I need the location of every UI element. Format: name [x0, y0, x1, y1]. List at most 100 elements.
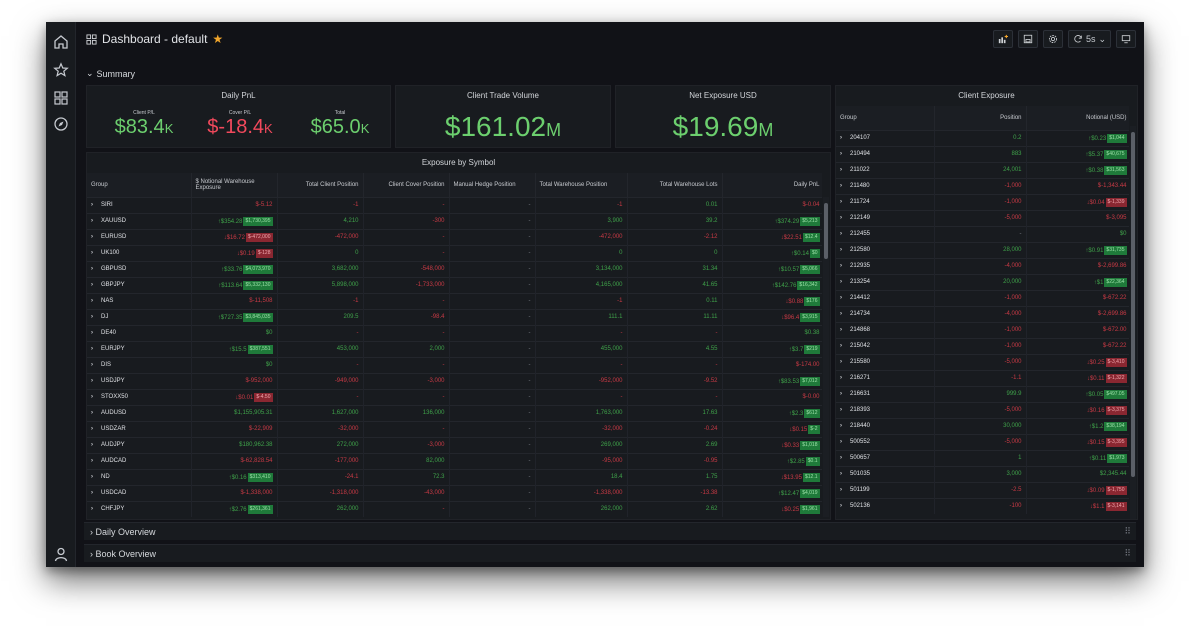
table-row[interactable]: › XAUUSD ↑$354.28 $1,730,395 4,210 -300-3,900…: [87, 212, 822, 229]
table-row[interactable]: › SIRI $-5.12 -1- - -1 0.01 $-0.04: [87, 196, 822, 213]
table-row[interactable]: › 214868 -1,000 $-672.00: [836, 321, 1129, 338]
row-group-cell[interactable]: › DIS: [87, 356, 192, 373]
expand-chevron-icon[interactable]: ›: [91, 250, 93, 256]
table-row[interactable]: › AUDUSD $1,155,905.31 1,627,000 136,000-1,7…: [87, 404, 822, 421]
add-panel-button[interactable]: [992, 30, 1013, 48]
table-row[interactable]: › USDZAR $-22,909 -32,000- - -32,000 -0.24 ↓$0.…: [87, 420, 822, 437]
column-header[interactable]: Client Cover Position: [363, 173, 450, 197]
column-header[interactable]: Daily PnL: [722, 173, 822, 197]
row-group-cell[interactable]: › 213254: [836, 273, 935, 290]
row-group-cell[interactable]: › ND: [87, 468, 192, 485]
row-group-cell[interactable]: › DE40: [87, 324, 192, 341]
row-group-cell[interactable]: › 212935: [836, 257, 935, 274]
column-header[interactable]: Notional (USD): [1026, 106, 1129, 130]
client-scrollbar[interactable]: [1130, 126, 1136, 519]
row-group-cell[interactable]: › 214868: [836, 321, 935, 338]
expand-chevron-icon[interactable]: ›: [91, 218, 93, 224]
expand-chevron-icon[interactable]: ›: [840, 151, 842, 157]
row-group-cell[interactable]: › 502136: [836, 497, 935, 514]
column-header[interactable]: Total Warehouse Lots: [627, 173, 723, 197]
expand-chevron-icon[interactable]: ›: [91, 378, 93, 384]
column-header[interactable]: Total Warehouse Position: [535, 173, 628, 197]
summary-row-header[interactable]: ⌄ Summary: [86, 68, 135, 79]
table-row[interactable]: › 212580 28,000 ↑$0.91 $31,735: [836, 241, 1129, 258]
row-group-cell[interactable]: › 218440: [836, 417, 935, 434]
table-row[interactable]: › 212149 -5,000 $-3,095: [836, 209, 1129, 226]
row-group-cell[interactable]: › 211480: [836, 177, 935, 194]
row-group-cell[interactable]: › STOXX50: [87, 388, 192, 405]
table-row[interactable]: › DE40 $0- - - - - $0.38: [87, 324, 822, 341]
row-group-cell[interactable]: › DJ: [87, 308, 192, 325]
expand-chevron-icon[interactable]: ›: [91, 330, 93, 336]
expand-chevron-icon[interactable]: ›: [91, 474, 93, 480]
table-row[interactable]: › 218440 30,000 ↑$1.2 $38,194: [836, 417, 1129, 434]
row-group-cell[interactable]: › AUDCAD: [87, 452, 192, 469]
expand-chevron-icon[interactable]: ›: [840, 455, 842, 461]
table-row[interactable]: › 500552 -5,000 ↓$0.15 $-3,395: [836, 433, 1129, 450]
table-row[interactable]: › 214734 -4,000 $-2,699.86: [836, 305, 1129, 322]
table-row[interactable]: › GBPUSD ↑$33.76 $4,073,970 3,682,000 -548,00…: [87, 260, 822, 277]
dashboards-icon[interactable]: [53, 90, 69, 106]
table-row[interactable]: › CHFJPY ↑$2.76 $261,361 262,000- -262,000 2.6…: [87, 500, 822, 517]
row-group-cell[interactable]: › 211724: [836, 193, 935, 210]
expand-chevron-icon[interactable]: ›: [91, 506, 93, 513]
table-row[interactable]: › DJ ↑$727.35 $3,845,035 209.5 -98.4-111.1 11.…: [87, 308, 822, 325]
table-row[interactable]: › 500657 1 ↑$0.11 $1,973: [836, 449, 1129, 466]
expand-chevron-icon[interactable]: ›: [840, 391, 842, 397]
expand-chevron-icon[interactable]: ›: [91, 426, 93, 432]
row-group-cell[interactable]: › 210494: [836, 145, 935, 162]
expand-chevron-icon[interactable]: ›: [840, 407, 842, 413]
table-row[interactable]: › UK100 ↓$0.19 $-128 0- -0 0 ↑$0.14 $0: [87, 244, 822, 261]
drag-handle-icon[interactable]: ⠿: [1124, 548, 1131, 558]
expand-chevron-icon[interactable]: ›: [840, 343, 842, 349]
row-group-cell[interactable]: › 211022: [836, 161, 935, 178]
expand-chevron-icon[interactable]: ›: [840, 439, 842, 445]
view-mode-button[interactable]: [1116, 30, 1136, 48]
refresh-button[interactable]: 5s ⌄: [1067, 30, 1111, 48]
row-group-cell[interactable]: › USDJPY: [87, 372, 192, 389]
column-header[interactable]: $ Notional Warehouse Exposure: [191, 173, 278, 197]
table-row[interactable]: › ND ↑$0.16 $313,410 -24.1 72.3-18.4 1.75 ↓$13.…: [87, 468, 822, 485]
dashboard-settings-button[interactable]: [1042, 30, 1063, 48]
row-group-cell[interactable]: › 501035: [836, 465, 935, 482]
expand-chevron-icon[interactable]: ›: [840, 359, 842, 365]
table-row[interactable]: › 501035 3,000 $2,345.44: [836, 465, 1129, 482]
table-row[interactable]: › 211724 -1,000 ↓$0.04 $-1,339: [836, 193, 1129, 210]
drag-handle-icon[interactable]: ⠿: [1124, 526, 1131, 536]
table-row[interactable]: › 214412 -1,000 $-672.22: [836, 289, 1129, 306]
row-group-cell[interactable]: › 500552: [836, 433, 935, 450]
expand-chevron-icon[interactable]: ›: [840, 231, 842, 237]
table-row[interactable]: › STOXX50 ↓$0.01 $-4.50- - - - - $-0.00: [87, 388, 822, 405]
save-dashboard-button[interactable]: [1017, 30, 1038, 48]
expand-chevron-icon[interactable]: ›: [91, 362, 93, 368]
expand-chevron-icon[interactable]: ›: [91, 266, 93, 272]
row-group-cell[interactable]: › EURUSD: [87, 228, 192, 245]
table-row[interactable]: › 218393 -5,000 ↓$0.16 $-3,375: [836, 401, 1129, 418]
row-group-cell[interactable]: › UK100: [87, 244, 192, 261]
row-group-cell[interactable]: › 214412: [836, 289, 935, 306]
row-group-cell[interactable]: › 501199: [836, 481, 935, 498]
exposure-scrollbar[interactable]: [823, 197, 829, 517]
star-icon[interactable]: [53, 62, 69, 78]
favorite-star-icon[interactable]: ★: [212, 32, 224, 46]
row-group-cell[interactable]: › CHFJPY: [87, 500, 192, 517]
table-row[interactable]: › NAS $-11,508 -1- - -1 0.11 ↓$0.88 $176: [87, 292, 822, 309]
row-group-cell[interactable]: › 500657: [836, 449, 935, 466]
table-row[interactable]: › USDCAD $-1,338,000 -1,318,000 -43,000- -1,3…: [87, 484, 822, 501]
expand-chevron-icon[interactable]: ›: [91, 490, 93, 496]
expand-chevron-icon[interactable]: ›: [91, 234, 93, 240]
expand-chevron-icon[interactable]: ›: [91, 458, 93, 464]
table-row[interactable]: › 215042 -1,000 $-672.22: [836, 337, 1129, 354]
expand-chevron-icon[interactable]: ›: [840, 279, 842, 285]
table-row[interactable]: › EURJPY ↑$15.5 $387,551 453,000 2,000-455,00…: [87, 340, 822, 357]
expand-chevron-icon[interactable]: ›: [91, 442, 93, 448]
table-row[interactable]: › 216271 -1.1 ↓$0.11 $-1,322: [836, 369, 1129, 386]
client-scroll-thumb[interactable]: [1131, 132, 1135, 477]
column-header[interactable]: Group: [836, 106, 935, 130]
row-group-cell[interactable]: › XAUUSD: [87, 212, 192, 229]
dashboard-title[interactable]: Dashboard - default ★: [86, 32, 223, 46]
row-group-cell[interactable]: › AUDUSD: [87, 404, 192, 421]
expand-chevron-icon[interactable]: ›: [840, 311, 842, 317]
table-row[interactable]: › 216631 999.9 ↑$0.05 $497.05: [836, 385, 1129, 402]
row-group-cell[interactable]: › SIRI: [87, 196, 192, 213]
